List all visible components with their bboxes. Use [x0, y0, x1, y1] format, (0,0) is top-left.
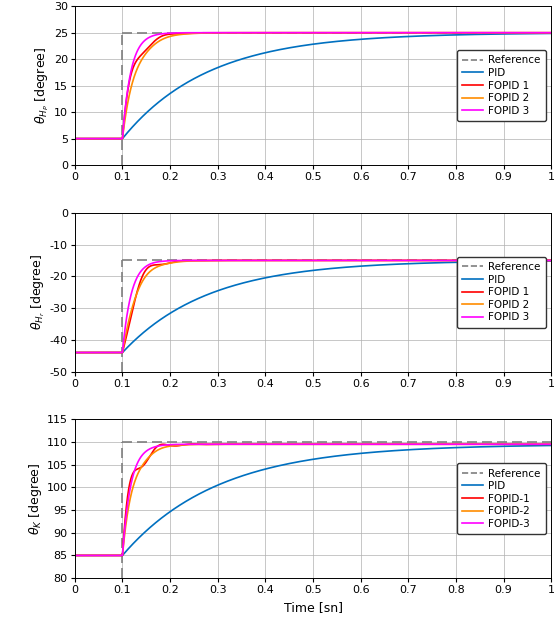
Legend: Reference, PID, FOPID 1, FOPID 2, FOPID 3: Reference, PID, FOPID 1, FOPID 2, FOPID …	[457, 50, 546, 121]
X-axis label: Time [sn]: Time [sn]	[284, 601, 342, 614]
Legend: Reference, PID, FOPID-1, FOPID-2, FOPID-3: Reference, PID, FOPID-1, FOPID-2, FOPID-…	[457, 464, 546, 534]
Legend: Reference, PID, FOPID 1, FOPID 2, FOPID 3: Reference, PID, FOPID 1, FOPID 2, FOPID …	[457, 257, 546, 328]
Y-axis label: $\theta_{H_r}$ [degree]: $\theta_{H_r}$ [degree]	[29, 254, 47, 330]
Y-axis label: $\theta_{H_P}$ [degree]: $\theta_{H_P}$ [degree]	[33, 47, 51, 125]
Y-axis label: $\theta_K$ [degree]: $\theta_K$ [degree]	[27, 462, 44, 535]
